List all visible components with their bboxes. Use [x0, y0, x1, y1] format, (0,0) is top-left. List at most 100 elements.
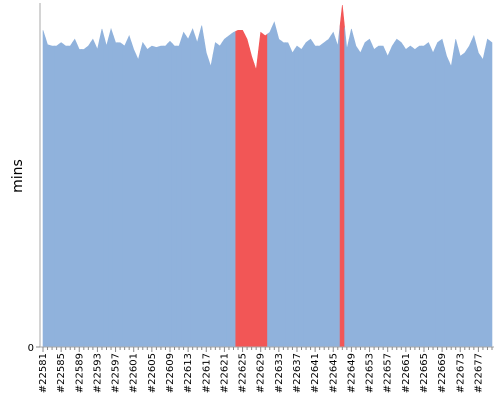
x-tick-label: #22617	[201, 353, 212, 393]
area-segment	[335, 25, 341, 348]
area-segment	[153, 46, 159, 348]
area-segment	[353, 37, 359, 348]
x-tick-label: #22661	[401, 353, 412, 393]
x-tick-label: #22657	[383, 353, 394, 393]
area-segment	[480, 49, 486, 348]
area-segment	[158, 45, 164, 348]
x-tick-label: #22621	[219, 353, 230, 393]
x-tick-label: #22613	[183, 353, 194, 393]
area-segment	[90, 38, 96, 348]
x-tick-label: #22625	[238, 353, 249, 393]
area-segment	[94, 39, 100, 348]
area-segment	[457, 47, 463, 348]
area-segment	[181, 31, 187, 348]
x-tick-label: #22645	[328, 353, 339, 393]
area-segment	[230, 30, 237, 348]
area-segment	[67, 41, 73, 348]
area-segment	[144, 45, 150, 348]
area-segment	[63, 43, 69, 348]
area-segment	[126, 34, 132, 348]
area-segment	[444, 47, 450, 348]
area-segment	[194, 33, 200, 348]
area-segment	[330, 31, 336, 348]
area-segment	[122, 40, 128, 348]
area-segment	[42, 30, 46, 348]
area-segment	[76, 44, 82, 348]
area-segment	[112, 35, 119, 348]
area-segment	[430, 47, 436, 348]
x-tick-label: #22665	[419, 353, 430, 393]
x-tick-label: #22637	[292, 353, 303, 393]
area-segment	[376, 45, 382, 348]
area-segment	[235, 30, 241, 348]
area-segment	[190, 28, 196, 348]
area-segment	[425, 42, 432, 348]
area-segment	[162, 42, 169, 348]
area-segment	[398, 40, 404, 348]
area-segment	[471, 34, 477, 348]
area-segment	[403, 45, 409, 348]
area-segment	[217, 41, 223, 348]
area-segment	[462, 48, 468, 348]
area-segment	[262, 33, 268, 348]
y-tick-label: 0	[28, 343, 34, 354]
area-segment	[371, 44, 377, 348]
area-segment	[171, 42, 178, 348]
area-segment	[466, 40, 472, 348]
area-segment	[85, 41, 91, 348]
x-tick-label: #22629	[256, 353, 267, 393]
area-segment	[289, 47, 296, 348]
x-tick-label: #22677	[473, 353, 484, 393]
area-segment	[298, 45, 305, 348]
area-segment	[312, 41, 318, 348]
y-axis-label: mins	[10, 159, 26, 193]
area-segment	[421, 43, 427, 348]
area-segment	[267, 27, 273, 348]
area-segment	[199, 25, 205, 348]
area-segment	[249, 47, 255, 348]
area-segment	[135, 51, 141, 348]
area-segment	[294, 45, 300, 348]
area-segment	[412, 47, 418, 348]
area-segment	[258, 31, 264, 348]
area-segment	[439, 38, 445, 348]
area-segment	[344, 27, 350, 348]
area-segment	[149, 45, 155, 348]
area-segment	[407, 45, 413, 348]
area-segment	[81, 47, 87, 348]
x-tick-label: #22585	[56, 353, 67, 393]
area-segment	[366, 38, 373, 348]
x-tick-label: #22597	[111, 353, 122, 393]
x-tick-label: #22649	[346, 353, 357, 393]
area-segment	[44, 37, 51, 348]
area-segment	[453, 39, 459, 348]
area-segment	[103, 37, 110, 348]
x-tick-label: #22653	[365, 353, 376, 393]
area-segment	[416, 45, 423, 348]
area-segment	[435, 40, 441, 348]
area-segment	[308, 38, 314, 348]
area-segment	[489, 40, 493, 348]
area-segment	[72, 38, 78, 348]
area-segment	[280, 40, 286, 348]
area-segment	[176, 39, 182, 348]
area-segment	[117, 42, 123, 348]
x-tick-label: #22609	[165, 353, 176, 393]
x-tick-label: #22589	[74, 353, 85, 393]
area-segment	[239, 30, 246, 348]
area-segment	[208, 54, 214, 348]
x-tick-label: #22601	[129, 353, 140, 393]
x-tick-label: #22669	[437, 353, 448, 393]
area-segment	[131, 42, 137, 348]
area-segment	[389, 41, 395, 348]
area-segment	[185, 33, 191, 348]
area-segment	[484, 38, 491, 348]
area-segment	[326, 34, 332, 348]
area-segment	[385, 51, 391, 348]
area-segment	[58, 42, 64, 348]
area-segment	[253, 51, 259, 348]
area-segment	[244, 34, 250, 348]
area-segment	[348, 28, 354, 348]
x-tick-label: #22641	[310, 353, 321, 393]
